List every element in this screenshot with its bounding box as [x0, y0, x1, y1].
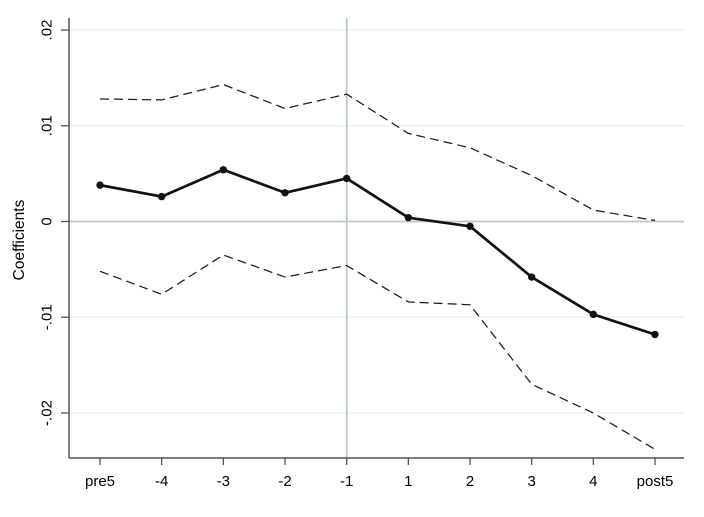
x-tick-label: pre5	[85, 473, 115, 490]
grid-layer	[69, 29, 684, 414]
y-axis-title: Coefficients	[11, 199, 28, 280]
coefficient-marker	[527, 273, 536, 281]
coefficient-marker	[466, 222, 474, 230]
y-tick-label: .02	[39, 20, 56, 41]
x-tick-label: -4	[155, 473, 168, 490]
reference-line-layer	[69, 18, 684, 458]
coefficient-marker	[589, 310, 598, 319]
coefficient-marker	[342, 174, 351, 183]
x-tick-label: -2	[278, 473, 291, 490]
y-tick-label: .01	[39, 115, 56, 136]
series-layer	[96, 83, 659, 450]
coefficient-marker	[651, 330, 659, 339]
x-tick-label: 2	[466, 473, 474, 490]
x-tick-label: -3	[217, 473, 230, 490]
x-tick-label: post5	[637, 473, 674, 490]
axes-layer	[61, 18, 684, 465]
coefficient-marker	[219, 166, 228, 174]
x-tick-label: 4	[589, 473, 597, 490]
y-tick-label: -.01	[39, 304, 56, 330]
y-tick-label: 0	[39, 217, 56, 225]
tick-label-layer: .02 .01 0 -.01 -.02 pre5 -4 -3 -2 -1 1 2 3 4 post5	[39, 20, 674, 490]
x-tick-label: 1	[404, 473, 412, 490]
coefficient-marker	[281, 189, 289, 197]
lower-95-ci-line	[99, 254, 656, 450]
y-tick-label: -.02	[39, 400, 56, 426]
coefficient-marker	[157, 192, 166, 201]
coefficient-marker	[404, 213, 413, 222]
coefficient-marker	[96, 181, 104, 189]
x-tick-label: -1	[340, 473, 353, 490]
coefficient-line	[99, 168, 656, 336]
upper-95-ci-line	[99, 83, 656, 222]
x-tick-label: 3	[527, 473, 535, 490]
